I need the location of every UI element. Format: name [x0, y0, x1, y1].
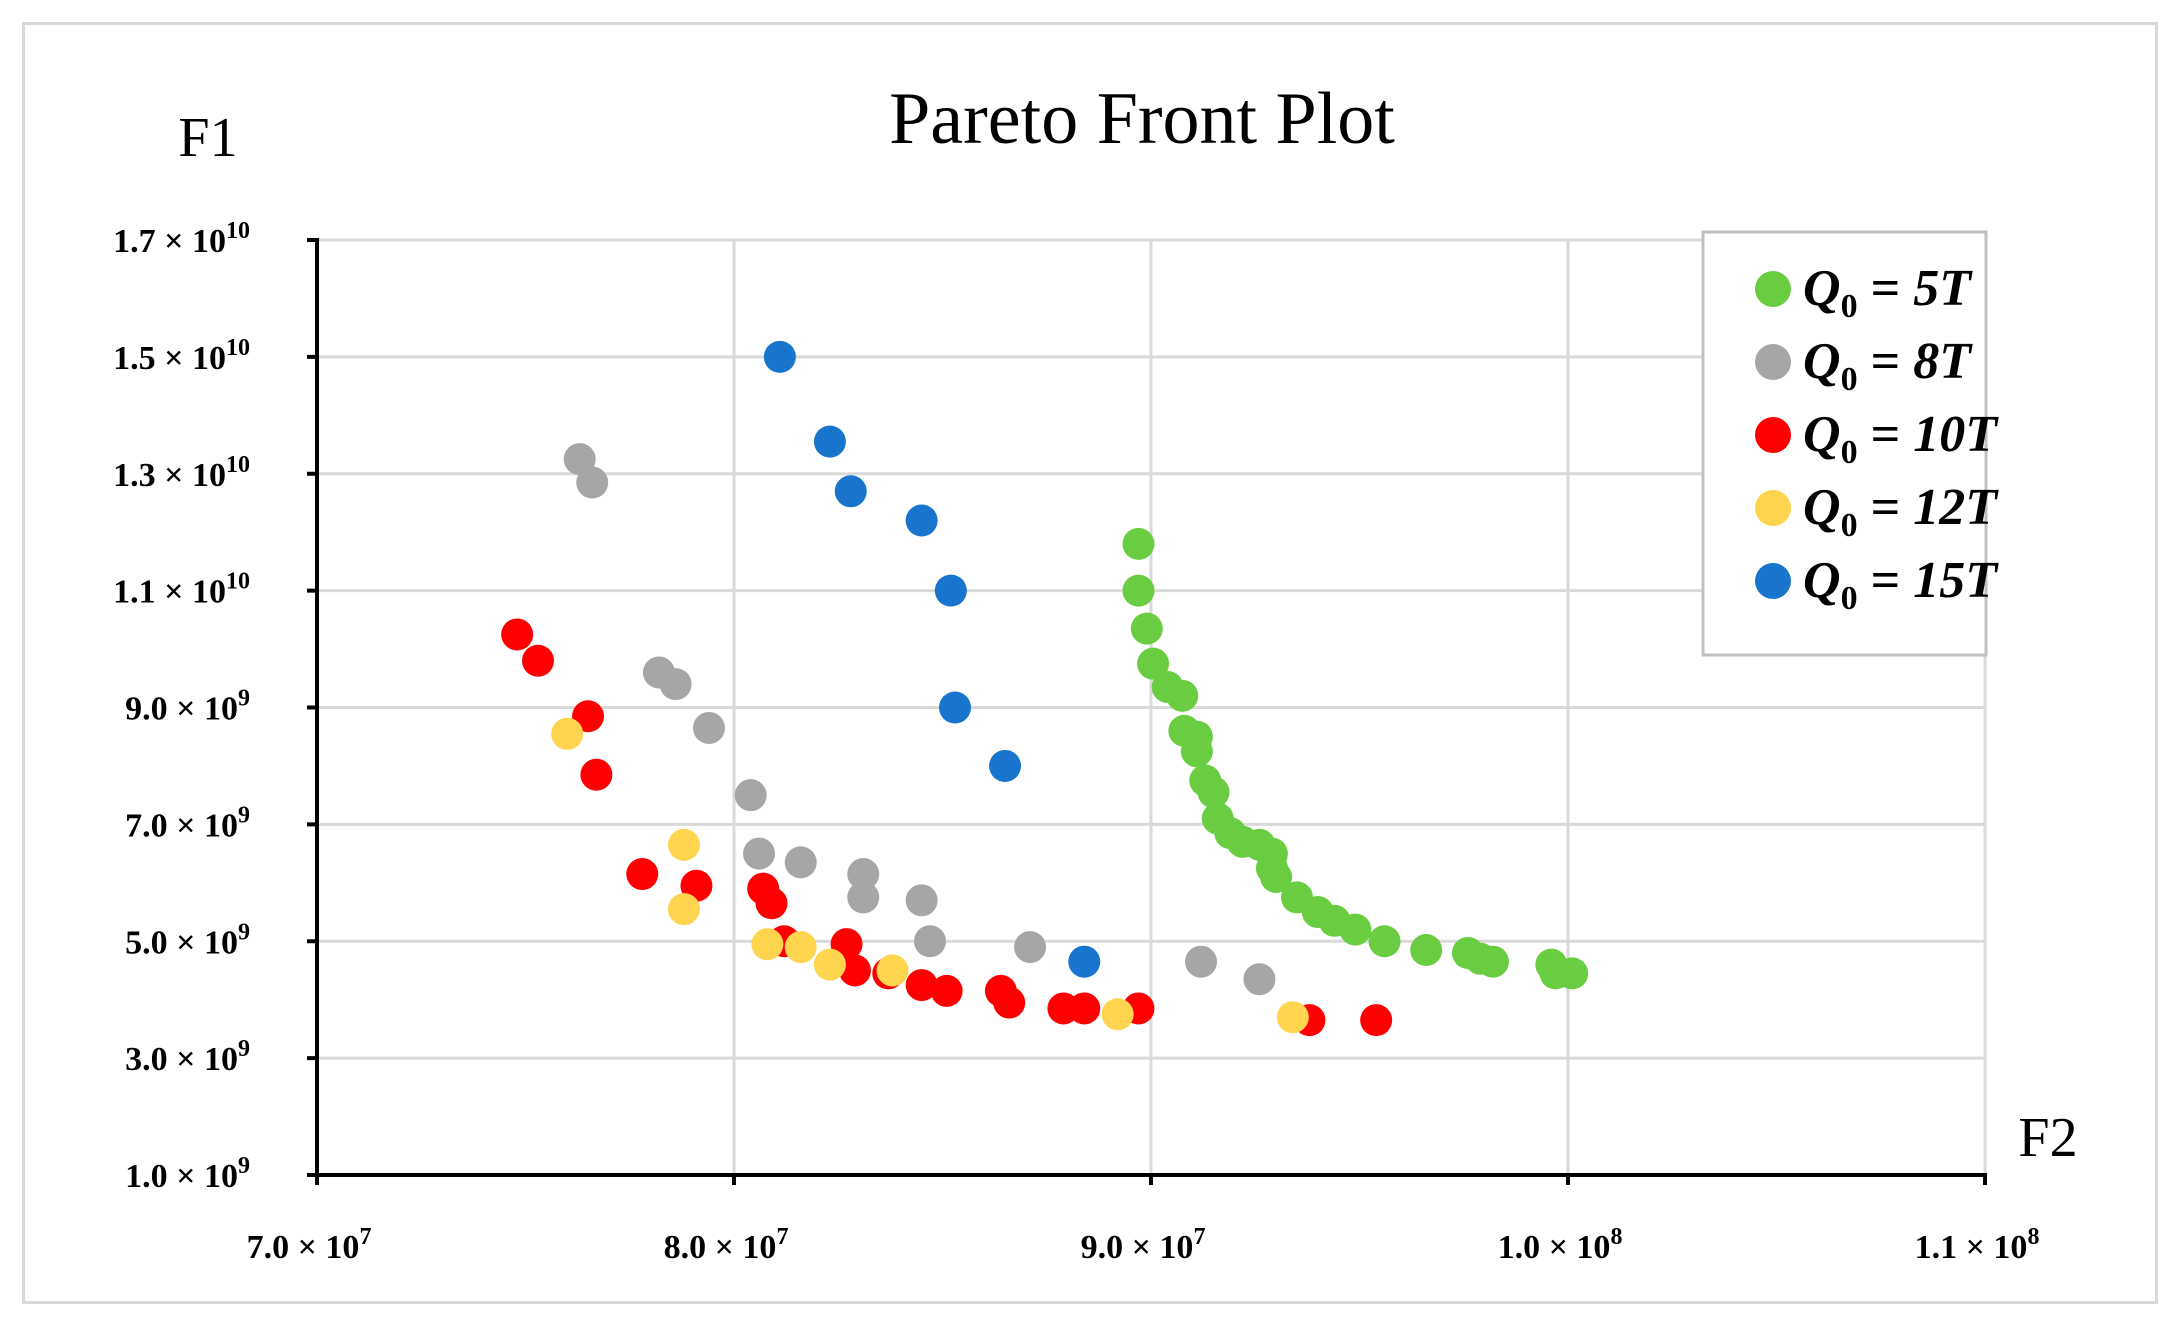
data-point: [734, 779, 767, 812]
data-point: [576, 466, 609, 499]
data-point: [1101, 998, 1134, 1031]
y-tick-label: 3.0 × 109: [125, 1036, 250, 1078]
data-point: [847, 858, 880, 891]
data-point: [989, 749, 1022, 782]
legend-label: Q0 = 12T: [1803, 479, 1999, 544]
data-point: [743, 837, 776, 870]
legend-label: Q0 = 5T: [1803, 260, 1973, 325]
data-point: [1137, 647, 1170, 680]
data-point: [763, 340, 796, 373]
data-point: [1130, 612, 1163, 645]
data-point: [1068, 945, 1101, 978]
legend-box: [1701, 230, 1988, 657]
data-point: [659, 668, 692, 701]
data-point: [551, 717, 584, 750]
legend-items: Q0 = 5T Q0 = 8T Q0 = 10T Q0 = 12T Q0 = 15T: [1755, 260, 1999, 617]
data-point: [501, 618, 534, 651]
data-point: [1556, 957, 1589, 990]
data-point: [1276, 1001, 1309, 1034]
data-point: [1360, 1004, 1393, 1037]
y-tick-label: 1.3 × 1010: [113, 452, 250, 494]
x-tick-label: 1.0 × 108: [1498, 1224, 1623, 1266]
y-tick-label: 1.0 × 109: [125, 1153, 250, 1195]
data-point: [784, 931, 817, 964]
data-point: [934, 574, 967, 607]
data-point: [905, 504, 938, 537]
data-point: [834, 475, 867, 508]
data-point: [1166, 679, 1199, 712]
x-tick-label: 1.1 × 108: [1915, 1224, 2040, 1266]
data-point: [838, 954, 871, 987]
data-point: [1339, 913, 1372, 946]
data-point: [905, 969, 938, 1002]
axis-layer: [307, 238, 1987, 1185]
x-axis-label: F2: [2018, 1107, 2077, 1169]
data-point: [1185, 945, 1218, 978]
legend: Q0 = 5T Q0 = 8T Q0 = 10T Q0 = 12T Q0 = 15T: [1701, 230, 1999, 657]
data-point: [563, 443, 596, 476]
x-tick-label: 7.0 × 107: [247, 1224, 372, 1266]
data-point: [1260, 860, 1293, 893]
data-point: [522, 644, 555, 677]
tick-labels: 1.0 × 109 3.0 × 109 5.0 × 109 7.0 × 109 9.0 …: [113, 218, 2039, 1266]
legend-label: Q0 = 10T: [1803, 406, 1999, 471]
data-point: [813, 948, 846, 981]
data-point: [1014, 931, 1047, 964]
data-point: [1410, 934, 1443, 967]
data-point: [1180, 735, 1213, 768]
y-tick-label: 1.5 × 1010: [113, 335, 250, 377]
legend-marker: [1755, 563, 1791, 599]
data-point: [930, 974, 963, 1007]
y-axis-label: F1: [178, 107, 237, 169]
data-point: [1197, 776, 1230, 809]
data-point: [1068, 992, 1101, 1025]
y-tick-label: 1.1 × 1010: [113, 569, 250, 611]
data-point: [905, 884, 938, 917]
data-point: [755, 887, 788, 920]
x-tick-label: 9.0 × 107: [1081, 1224, 1206, 1266]
x-tick-label: 8.0 × 107: [664, 1224, 789, 1266]
data-point: [1122, 527, 1155, 560]
y-tick-label: 1.7 × 1010: [113, 218, 250, 260]
data-point: [847, 881, 880, 914]
data-point: [626, 858, 659, 891]
data-point: [1368, 925, 1401, 958]
data-point: [667, 893, 700, 926]
data-point: [1243, 963, 1276, 996]
data-point: [939, 691, 972, 724]
legend-marker: [1755, 344, 1791, 380]
legend-marker: [1755, 417, 1791, 453]
data-points: [501, 340, 1589, 1037]
legend-marker: [1755, 490, 1791, 526]
data-point: [1476, 945, 1509, 978]
y-tick-label: 5.0 × 109: [125, 919, 250, 961]
data-point: [784, 846, 817, 879]
data-point: [580, 758, 613, 791]
data-point: [1122, 574, 1155, 607]
legend-label: Q0 = 15T: [1803, 552, 1999, 617]
data-point: [751, 928, 784, 961]
data-point: [913, 925, 946, 958]
data-point: [692, 711, 725, 744]
y-tick-label: 7.0 × 109: [125, 802, 250, 844]
data-point: [876, 954, 909, 987]
data-point: [667, 828, 700, 861]
legend-marker: [1755, 271, 1791, 307]
legend-label: Q0 = 8T: [1803, 333, 1973, 398]
chart-title: Pareto Front Plot: [889, 78, 1395, 160]
data-point: [993, 986, 1026, 1019]
data-point: [680, 869, 713, 902]
y-tick-label: 9.0 × 109: [125, 686, 250, 728]
data-point: [813, 425, 846, 458]
